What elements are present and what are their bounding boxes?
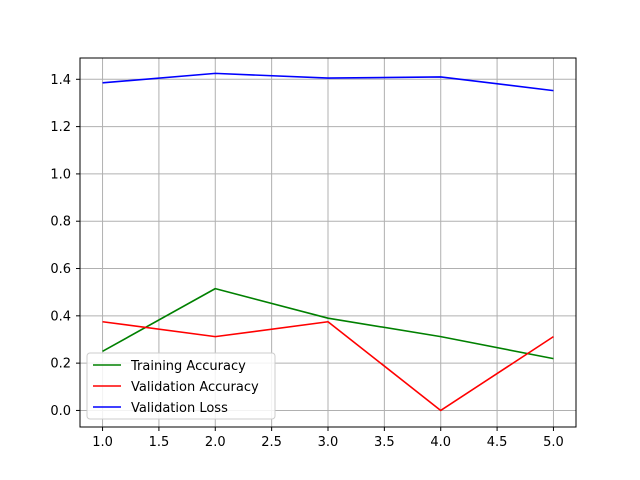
axis-ticks: 1.0 1.5 2.0 2.5 3.0 3.5 4.0 4.5 5.0 0.0 0.2 0.4 0.6 0…: [50, 73, 563, 450]
data-point-validation-accuracy: [440, 410, 441, 411]
x-tick-label: 5.0: [543, 435, 564, 450]
data-point-validation-accuracy: [215, 336, 216, 337]
legend-box: [86, 352, 276, 420]
legend-label-training-accuracy: Training Accuracy: [130, 359, 246, 374]
data-point-validation-loss: [328, 78, 329, 79]
x-tick-label: 2.0: [205, 435, 226, 450]
data-point-training-accuracy: [102, 351, 103, 352]
y-tick-label: 1.4: [50, 73, 71, 88]
data-point-validation-accuracy: [328, 321, 329, 322]
data-point-validation-loss: [102, 82, 103, 83]
y-tick-label: 0.2: [50, 357, 71, 372]
y-tick-label: 0.4: [50, 309, 71, 324]
legend-label-validation-accuracy: Validation Accuracy: [131, 380, 259, 395]
data-point-training-accuracy: [328, 318, 329, 319]
legend: Training Accuracy Validation Accuracy Vali…: [86, 352, 276, 420]
x-tick-label: 1.0: [92, 435, 113, 450]
y-tick-label: 1.0: [50, 167, 71, 182]
series-line-training-accuracy: [102, 287, 554, 360]
data-point-validation-loss: [215, 73, 216, 74]
y-tick-label: 0.0: [50, 404, 71, 419]
data-point-training-accuracy: [215, 288, 216, 289]
legend-label-validation-loss: Validation Loss: [131, 401, 228, 416]
x-tick-label: 1.5: [149, 435, 170, 450]
data-point-validation-loss: [553, 90, 554, 91]
x-tick-label: 4.5: [487, 435, 508, 450]
series-layer: [102, 72, 554, 412]
y-tick-label: 0.6: [50, 262, 71, 277]
series-line-validation-loss: [102, 72, 554, 92]
data-point-validation-accuracy: [102, 321, 103, 322]
y-tick-label: 0.8: [50, 215, 71, 230]
x-tick-label: 2.5: [261, 435, 282, 450]
y-tick-label: 1.2: [50, 120, 71, 135]
data-point-training-accuracy: [440, 336, 441, 337]
data-point-validation-loss: [440, 76, 441, 77]
x-tick-label: 3.0: [318, 435, 339, 450]
data-point-training-accuracy: [553, 358, 554, 359]
series-line-validation-accuracy: [102, 320, 554, 412]
x-tick-label: 4.0: [430, 435, 451, 450]
x-tick-label: 3.5: [374, 435, 395, 450]
data-point-validation-accuracy: [553, 336, 554, 337]
